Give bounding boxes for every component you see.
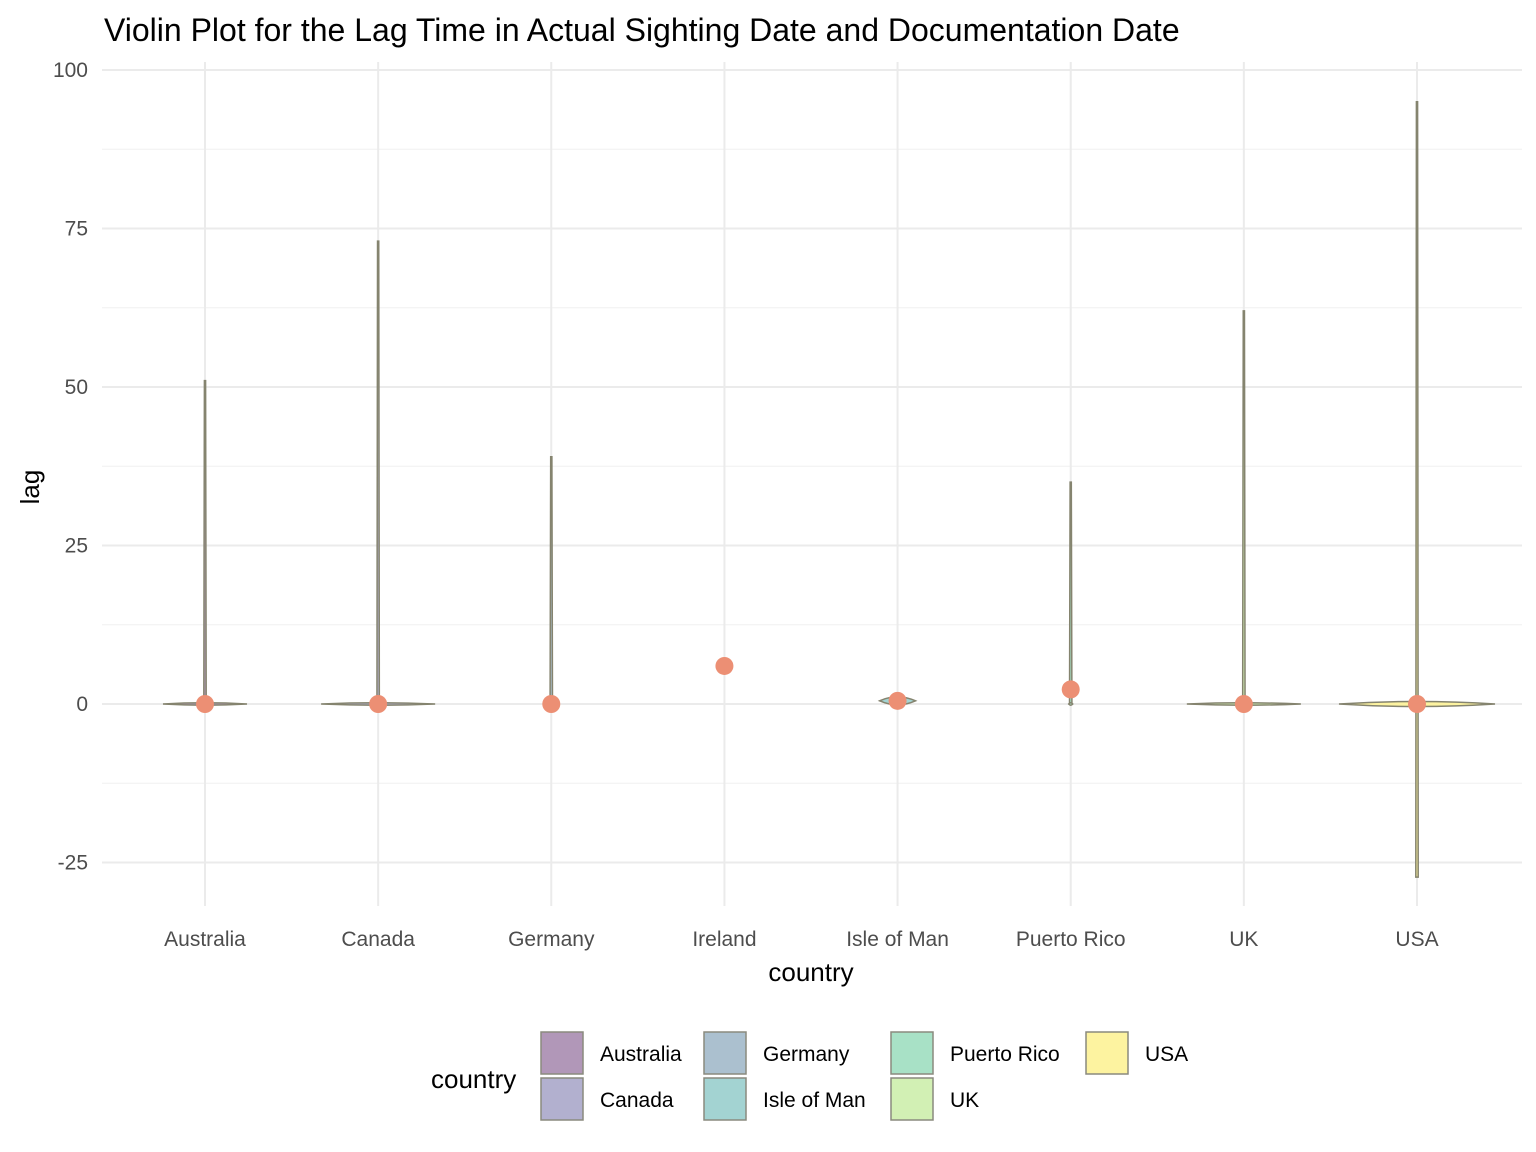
legend-item: Australia	[540, 1031, 682, 1075]
mean-point	[369, 695, 388, 713]
y-tick-label: 100	[53, 59, 88, 82]
mean-point	[715, 656, 734, 675]
violin-body	[203, 379, 207, 705]
x-tick-label: Germany	[508, 928, 595, 951]
violin-body	[1068, 481, 1073, 705]
x-axis-ticks: Australia Canada Germany Ireland Isle of Man…	[164, 928, 1438, 951]
mean-point	[888, 691, 907, 710]
y-tick-label: 25	[65, 535, 88, 558]
legend-title: country	[431, 1064, 516, 1094]
violin-puerto-rico	[1067, 481, 1074, 706]
y-axis-title: lag	[15, 470, 45, 505]
x-tick-label: Australia	[164, 928, 246, 951]
legend-swatch	[540, 1031, 584, 1075]
violin-body	[376, 240, 381, 705]
violin-uk	[1186, 310, 1301, 706]
x-tick-label: Ireland	[692, 928, 756, 951]
x-tick-label: Canada	[341, 928, 415, 951]
legend-swatch	[890, 1077, 934, 1121]
legend-swatch	[1085, 1031, 1129, 1075]
grid-lines	[102, 62, 1522, 906]
y-tick-label: 0	[76, 693, 88, 716]
x-axis-title: country	[768, 957, 853, 987]
legend-item: USA	[1085, 1031, 1188, 1075]
mean-point	[1234, 695, 1253, 713]
mean-point	[196, 695, 214, 713]
legend-label: Puerto Rico	[950, 1043, 1060, 1066]
legend-swatch	[703, 1077, 747, 1121]
legend-item: Isle of Man	[703, 1077, 866, 1121]
mean-points	[196, 656, 1426, 713]
legend-label: Isle of Man	[763, 1089, 866, 1112]
y-tick-label: 75	[65, 218, 88, 241]
legend-swatch	[703, 1031, 747, 1075]
legend-label: Germany	[763, 1043, 850, 1066]
legend-label: USA	[1145, 1043, 1188, 1066]
legend-item: Canada	[540, 1077, 674, 1121]
legend: country Australia Canada Germany Isle of Ma…	[431, 1031, 1188, 1121]
legend-item: UK	[890, 1077, 979, 1121]
x-tick-label: UK	[1229, 928, 1258, 951]
legend-label: Canada	[600, 1089, 674, 1112]
violin-body	[549, 455, 554, 705]
violin-body	[1241, 310, 1246, 705]
legend-label: UK	[950, 1089, 979, 1112]
violin-germany	[544, 455, 559, 706]
violin-canada	[321, 240, 436, 706]
mean-point	[1061, 680, 1080, 699]
mean-point	[542, 695, 561, 713]
y-tick-label: -25	[58, 852, 88, 875]
violin-usa	[1338, 100, 1496, 878]
y-axis-ticks: -25 0 25 50 75 100	[53, 59, 88, 875]
legend-item: Germany	[703, 1031, 850, 1075]
violin-body	[1415, 100, 1419, 878]
violin-australia	[162, 379, 248, 706]
legend-item: Puerto Rico	[890, 1031, 1060, 1075]
x-tick-label: Puerto Rico	[1016, 928, 1126, 951]
x-tick-label: Isle of Man	[846, 928, 949, 951]
y-tick-label: 50	[65, 376, 88, 399]
legend-items: Australia Canada Germany Isle of Man Puerto …	[540, 1031, 1188, 1121]
chart-title: Violin Plot for the Lag Time in Actual S…	[104, 12, 1180, 48]
legend-label: Australia	[600, 1043, 682, 1066]
x-tick-label: USA	[1395, 928, 1438, 951]
legend-swatch	[890, 1031, 934, 1075]
legend-swatch	[540, 1077, 584, 1121]
violin-base	[1067, 702, 1074, 706]
mean-point	[1408, 695, 1426, 713]
violins	[162, 100, 1496, 878]
